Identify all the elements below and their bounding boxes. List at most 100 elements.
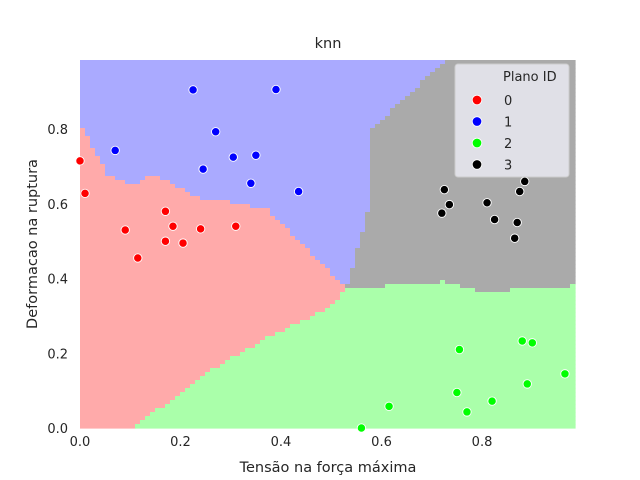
region-cell-class-1 <box>290 232 361 237</box>
region-cell-class-1 <box>160 176 371 181</box>
region-cell-class-1 <box>270 208 371 213</box>
region-cell-class-2 <box>510 288 576 293</box>
region-cell-class-3 <box>370 184 576 189</box>
region-cell-class-2 <box>260 340 576 345</box>
region-cell-class-2 <box>200 376 576 381</box>
region-cell-class-3 <box>370 204 576 209</box>
region-cell-class-0 <box>80 320 301 325</box>
region-cell-class-1 <box>90 144 371 149</box>
region-cell-class-0 <box>145 176 161 181</box>
region-cell-class-2 <box>135 424 576 429</box>
region-cell-class-1 <box>310 252 356 257</box>
region-cell-class-2 <box>310 316 576 321</box>
region-cell-class-1 <box>80 92 411 97</box>
region-cell-class-0 <box>80 172 106 177</box>
region-cell-class-2 <box>245 348 576 353</box>
region-cell-class-1 <box>340 280 351 285</box>
region-cell-class-0 <box>80 200 231 205</box>
x-axis-ticks: 0.0 0.2 0.4 0.6 0.8 <box>70 435 493 450</box>
region-cell-class-3 <box>365 224 576 229</box>
data-point-class-0 <box>231 221 241 231</box>
region-cell-class-1 <box>250 204 371 209</box>
region-cell-class-0 <box>80 128 86 133</box>
legend-marker-0 <box>471 94 483 106</box>
legend-label-3: 3 <box>504 159 512 174</box>
region-cell-class-0 <box>80 416 146 421</box>
region-cell-class-0 <box>80 168 106 173</box>
region-cell-class-0 <box>80 380 196 385</box>
region-cell-class-0 <box>80 268 331 273</box>
data-point-class-2 <box>517 336 527 346</box>
region-cell-class-1 <box>305 244 361 249</box>
region-cell-class-2 <box>340 296 576 301</box>
region-cell-class-0 <box>80 288 346 293</box>
region-cell-class-0 <box>80 160 101 165</box>
region-cell-class-0 <box>80 300 336 305</box>
legend-marker-2 <box>471 137 483 149</box>
region-cell-class-1 <box>285 224 366 229</box>
region-cell-class-0 <box>80 164 106 169</box>
x-tick-label: 0.4 <box>271 435 292 450</box>
region-cell-class-3 <box>365 228 576 233</box>
region-cell-class-1 <box>175 184 371 189</box>
data-point-class-3 <box>482 198 492 208</box>
data-point-class-2 <box>452 387 462 398</box>
region-cell-class-2 <box>185 388 576 393</box>
region-cell-class-1 <box>310 248 356 253</box>
region-cell-class-1 <box>280 220 366 225</box>
region-cell-class-3 <box>370 208 576 213</box>
data-point-class-1 <box>271 84 281 95</box>
legend-title: Plano ID <box>503 70 557 85</box>
region-cell-class-0 <box>80 224 286 229</box>
region-cell-class-1 <box>80 120 381 125</box>
region-cell-class-0 <box>80 356 231 361</box>
region-cell-class-3 <box>350 268 576 273</box>
region-cell-class-2 <box>180 392 576 397</box>
y-tick-label: 0.2 <box>47 347 68 362</box>
region-cell-class-1 <box>125 180 141 185</box>
region-cell-class-2 <box>265 336 576 341</box>
region-cell-class-0 <box>80 396 176 401</box>
region-cell-class-3 <box>360 236 576 241</box>
data-point-class-0 <box>178 238 188 248</box>
region-cell-class-1 <box>295 236 361 241</box>
region-cell-class-3 <box>360 240 576 245</box>
region-cell-class-0 <box>140 180 171 185</box>
region-cell-class-0 <box>80 188 186 193</box>
data-point-class-1 <box>188 85 198 95</box>
y-tick-label: 0.6 <box>47 198 68 213</box>
data-point-class-0 <box>133 253 143 263</box>
region-cell-class-1 <box>100 160 371 165</box>
region-cell-class-0 <box>80 404 166 409</box>
data-point-class-1 <box>246 178 256 188</box>
region-cell-class-0 <box>80 292 341 297</box>
data-point-class-2 <box>454 344 465 355</box>
region-cell-class-2 <box>175 396 576 401</box>
region-cell-class-3 <box>350 276 576 281</box>
region-cell-class-0 <box>80 376 201 381</box>
region-cell-class-0 <box>80 336 266 341</box>
data-point-class-1 <box>228 152 238 162</box>
region-cell-class-0 <box>80 208 271 213</box>
region-cell-class-0 <box>80 184 176 189</box>
region-cell-class-2 <box>195 380 576 385</box>
region-cell-class-0 <box>80 244 306 249</box>
region-cell-class-3 <box>370 192 576 197</box>
legend-marker-1 <box>471 116 483 127</box>
data-point-class-1 <box>293 186 304 197</box>
x-tick-label: 0.0 <box>70 435 91 450</box>
region-cell-class-3 <box>445 280 576 285</box>
region-cell-class-2 <box>140 420 576 425</box>
region-cell-class-0 <box>80 344 256 349</box>
region-cell-class-0 <box>80 252 311 257</box>
region-cell-class-1 <box>325 264 356 269</box>
region-cell-class-2 <box>210 368 576 373</box>
data-point-class-0 <box>80 188 90 199</box>
region-cell-class-1 <box>90 140 371 145</box>
region-cell-class-0 <box>80 312 316 317</box>
region-cell-class-1 <box>95 148 371 153</box>
region-cell-class-0 <box>80 276 336 281</box>
data-point-class-0 <box>75 156 85 166</box>
region-cell-class-1 <box>115 176 146 181</box>
